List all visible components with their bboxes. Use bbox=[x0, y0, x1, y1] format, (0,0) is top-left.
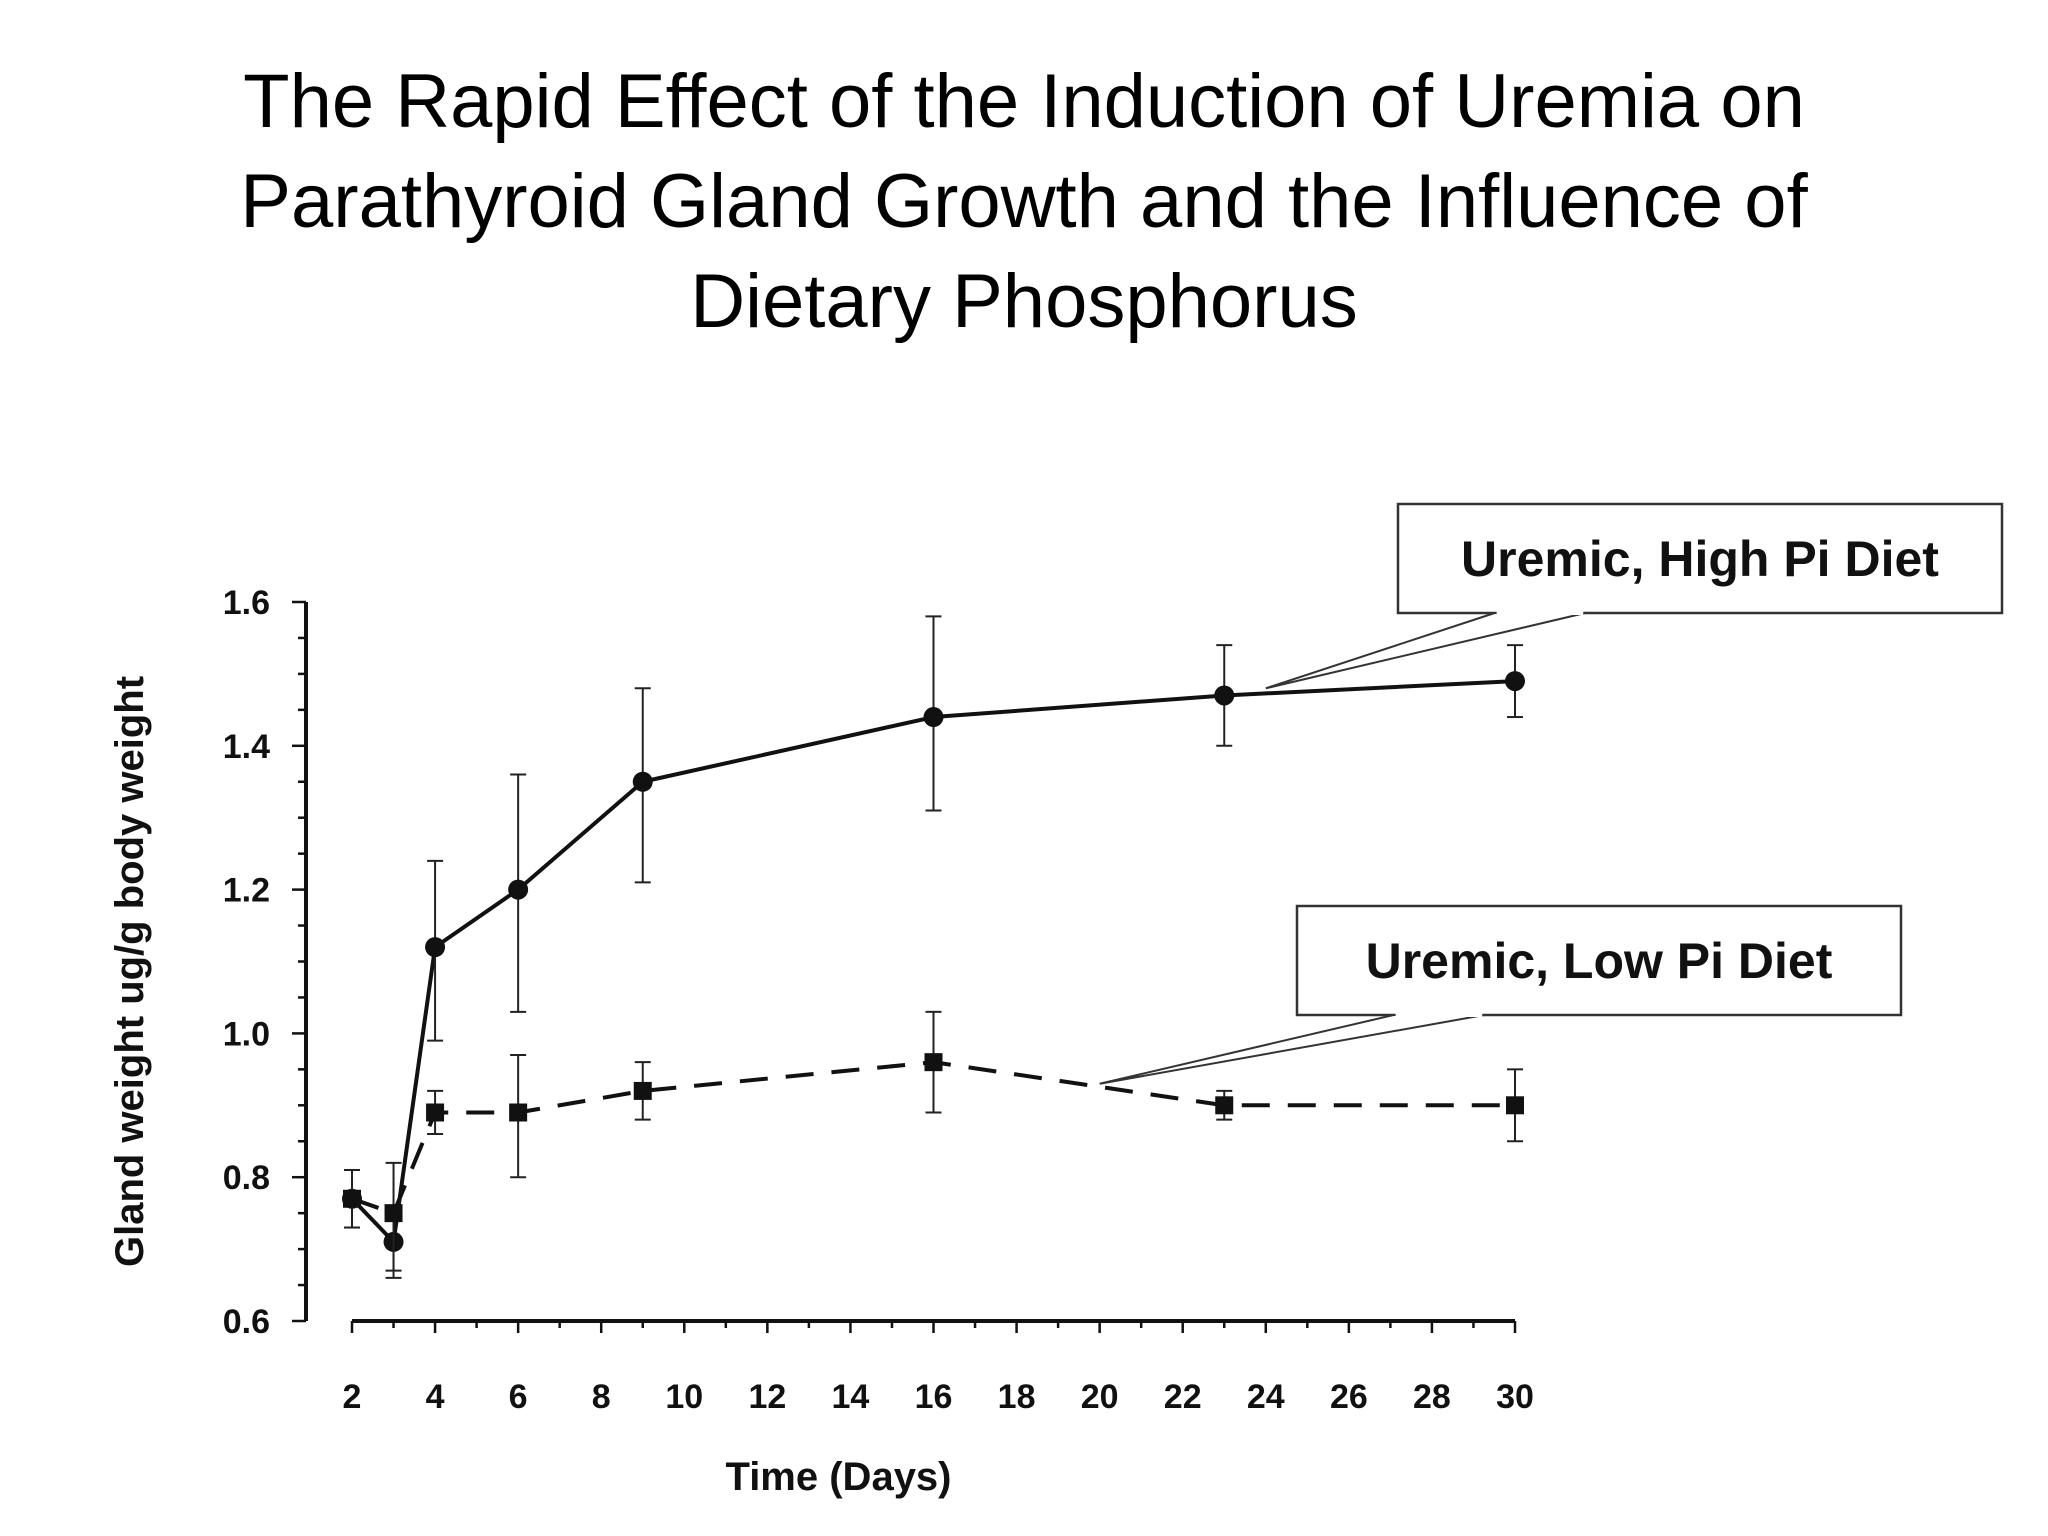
y-tick-label: 1.4 bbox=[223, 728, 270, 766]
data-point bbox=[384, 1204, 403, 1223]
y-tick-label: 1.6 bbox=[223, 584, 270, 622]
callout-pointer bbox=[1265, 612, 1586, 690]
callout-box bbox=[1396, 502, 2004, 615]
data-point bbox=[1214, 685, 1235, 706]
x-tick-label: 28 bbox=[1413, 1378, 1451, 1416]
x-tick-label: 24 bbox=[1247, 1378, 1285, 1416]
y-tick-label: 1.2 bbox=[223, 872, 270, 910]
data-point bbox=[633, 1081, 652, 1100]
x-axis-title: Time (Days) bbox=[725, 1455, 951, 1499]
data-point bbox=[343, 1189, 361, 1208]
slide-title-line-2: Parathyroid Gland Growth and the Influen… bbox=[240, 159, 1808, 244]
data-point bbox=[1215, 1096, 1234, 1115]
data-point bbox=[508, 879, 529, 900]
x-tick-label: 10 bbox=[665, 1378, 703, 1416]
x-tick-label: 30 bbox=[1496, 1378, 1534, 1416]
y-tick-label: 0.8 bbox=[223, 1159, 270, 1197]
data-point bbox=[1506, 1096, 1524, 1115]
x-tick-label: 26 bbox=[1330, 1378, 1368, 1416]
x-tick-label: 8 bbox=[592, 1378, 611, 1416]
data-point bbox=[425, 937, 446, 958]
x-tick-label: 14 bbox=[832, 1378, 870, 1416]
slide-title-line-1: The Rapid Effect of the Induction of Ure… bbox=[243, 59, 1805, 144]
callout-label: Uremic, High Pi Diet bbox=[1461, 531, 1939, 587]
data-point bbox=[924, 1053, 943, 1072]
callout-pointer bbox=[1099, 1014, 1485, 1085]
x-tick-label: 16 bbox=[915, 1378, 953, 1416]
chart-callouts: Uremic, High Pi Diet Uremic, Low Pi Diet bbox=[1099, 502, 2004, 1085]
x-tick-label: 2 bbox=[343, 1378, 362, 1416]
data-point bbox=[426, 1103, 445, 1122]
callout-box bbox=[1295, 904, 1903, 1017]
series-1 bbox=[343, 1010, 1524, 1272]
x-tick-label: 20 bbox=[1081, 1378, 1119, 1416]
callout-1: Uremic, Low Pi Diet bbox=[1099, 904, 1903, 1085]
data-point bbox=[632, 771, 653, 792]
y-tick-label: 0.6 bbox=[223, 1303, 270, 1341]
x-tick-label: 4 bbox=[426, 1378, 445, 1416]
x-tick-label: 6 bbox=[509, 1378, 528, 1416]
data-point bbox=[1505, 671, 1525, 692]
x-tick-label: 12 bbox=[748, 1378, 786, 1416]
callout-0: Uremic, High Pi Diet bbox=[1265, 502, 2004, 690]
series-line bbox=[351, 1060, 1515, 1216]
x-tick-label: 22 bbox=[1164, 1378, 1202, 1416]
chart-series-layer bbox=[342, 615, 1525, 1279]
data-point bbox=[509, 1103, 528, 1122]
slide-title-line-3: Dietary Phosphorus bbox=[690, 259, 1358, 344]
chart-axes: 0.60.81.01.21.41.62 4 6 8 10 12 14 16 18 20 22 24 26… bbox=[223, 584, 1534, 1416]
y-tick-label: 1.0 bbox=[223, 1015, 270, 1053]
y-axis-title: Gland weight ug/g body weight bbox=[108, 676, 152, 1267]
callout-label: Uremic, Low Pi Diet bbox=[1366, 933, 1833, 989]
slide-title: The Rapid Effect of the Induction of Ure… bbox=[0, 52, 2048, 352]
data-point bbox=[923, 707, 944, 728]
x-tick-label: 18 bbox=[998, 1378, 1036, 1416]
